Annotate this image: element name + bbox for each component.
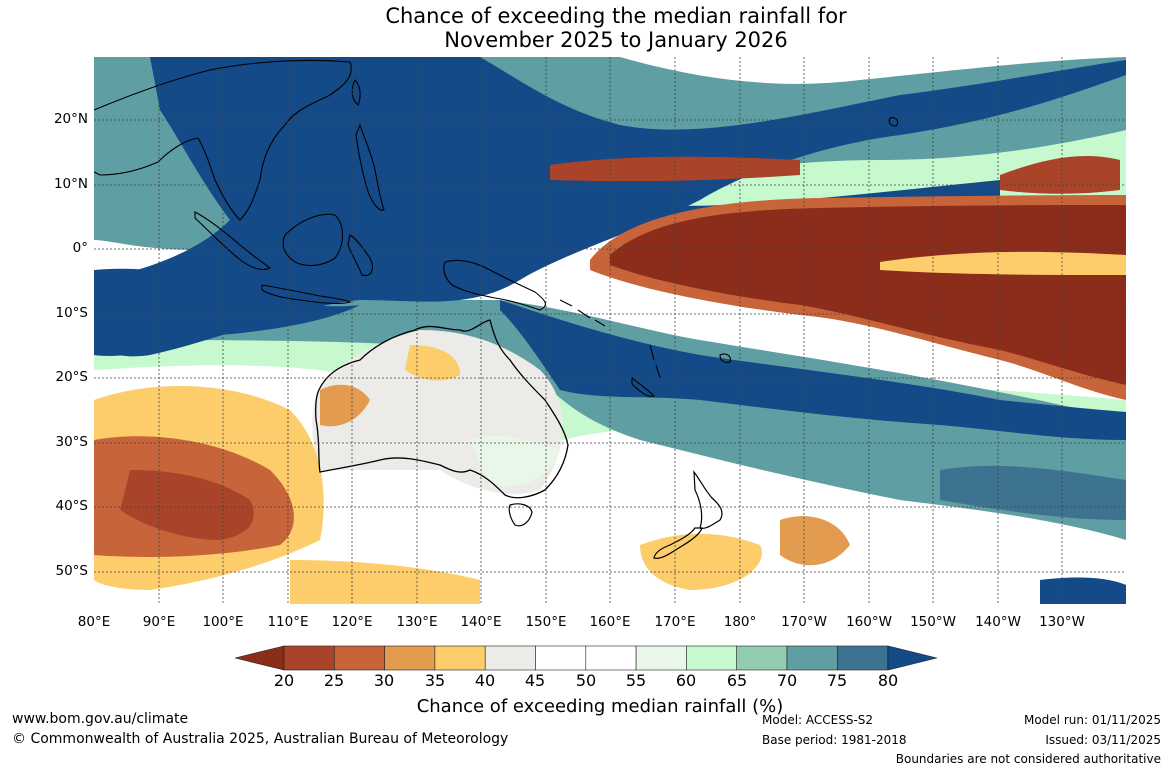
lon-label-140w: 140°W (975, 614, 1021, 630)
colorbar-segment-25-30 (333, 645, 385, 671)
lon-label-130e: 130°E (396, 614, 438, 630)
colorbar-segment-45-50 (535, 645, 587, 671)
title-line-2: November 2025 to January 2026 (444, 28, 788, 52)
colorbar-segment-65-70 (736, 645, 788, 671)
footer-website: www.bom.gov.au/climate (12, 711, 189, 727)
colorbar-title: Chance of exceeding median rainfall (%) (416, 696, 784, 717)
lon-label-130w: 130°W (1039, 614, 1085, 630)
lon-label-110e: 110°E (267, 614, 309, 630)
new-caledonia (631, 376, 656, 397)
lon-label-120e: 120°E (331, 614, 373, 630)
lon-label-180: 180° (723, 614, 757, 630)
footer-model: Model: ACCESS-S2 (762, 713, 874, 727)
colorbar-tick-65: 65 (726, 671, 748, 690)
less-dry-strip-equator (880, 251, 1126, 275)
colorbar-tick-30: 30 (373, 671, 395, 690)
new-zealand-south-island (653, 527, 703, 559)
dry-area-northeast-pacific (1000, 155, 1120, 194)
lat-label-40s: 40°S (55, 498, 89, 514)
philippines-coastline (355, 123, 385, 211)
lat-label-10n: 10°N (53, 176, 88, 192)
dry-area-north-pacific (550, 156, 800, 182)
lat-label-equator: 0° (72, 240, 88, 256)
colorbar-segment-55-60 (635, 645, 687, 671)
colorbar-tick-20: 20 (273, 671, 295, 690)
sumatra-coastline (194, 211, 272, 271)
footer-issued: Issued: 03/11/2025 (1045, 733, 1161, 747)
lat-label-30s: 30°S (55, 434, 89, 450)
colorbar (234, 645, 938, 671)
australia-moist-east (470, 435, 560, 487)
dry-area-sw-indian-ocean (290, 560, 480, 604)
colorbar-arrow-low (234, 645, 285, 671)
dry-area-south-pacific (780, 516, 850, 566)
hawaii-islands (888, 117, 899, 127)
lon-label-170w: 170°W (781, 614, 827, 630)
colorbar-tick-60: 60 (675, 671, 697, 690)
lon-label-80e: 80°E (77, 614, 111, 630)
colorbar-tick-80: 80 (877, 671, 899, 690)
australia-dry-patch-west (320, 384, 370, 427)
australia-coastline (314, 319, 569, 499)
australia-dry-patch-north (405, 345, 460, 381)
wet-area-far-southeast (1040, 577, 1126, 604)
lon-label-150e: 150°E (525, 614, 567, 630)
asia-mainland-coastline (94, 59, 352, 221)
lon-label-140e: 140°E (460, 614, 502, 630)
wet-area-spcz (500, 300, 1126, 440)
lon-label-170e: 170°E (654, 614, 696, 630)
java-coastline (261, 284, 352, 305)
lat-label-20s: 20°S (55, 369, 89, 385)
wet-area-east-indian-ocean (94, 268, 360, 356)
lat-label-20n: 20°N (53, 111, 88, 127)
colorbar-segment-75-80 (836, 645, 888, 671)
new-zealand-north-island (693, 470, 723, 530)
colorbar-tick-55: 55 (625, 671, 647, 690)
lon-label-150w: 150°W (910, 614, 956, 630)
wet-area-north-pacific (480, 180, 1000, 222)
colorbar-tick-35: 35 (424, 671, 446, 690)
vanuatu-islands (649, 344, 661, 379)
colorbar-segment-70-75 (786, 645, 838, 671)
dry-area-central-pacific-core (610, 205, 1126, 385)
colorbar-tick-40: 40 (474, 671, 496, 690)
lat-label-50s: 50°S (55, 563, 89, 579)
colorbar-segment-50-55 (585, 645, 637, 671)
sulawesi-coastline (347, 234, 373, 277)
colorbar-segment-35-40 (434, 645, 486, 671)
colorbar-segment-40-45 (484, 645, 536, 671)
colorbar-segment-20-25 (283, 645, 335, 671)
colorbar-tick-25: 25 (323, 671, 345, 690)
borneo-coastline (282, 213, 344, 267)
colorbar-segment-60-65 (686, 645, 738, 671)
lon-label-160w: 160°W (846, 614, 892, 630)
lon-label-100e: 100°E (202, 614, 244, 630)
colorbar-tick-50: 50 (575, 671, 597, 690)
dry-area-new-zealand (640, 533, 762, 590)
footer-copyright: © Commonwealth of Australia 2025, Austra… (12, 731, 509, 747)
fiji-islands (719, 353, 731, 364)
taiwan-coastline (351, 79, 361, 106)
colorbar-segment-30-35 (384, 645, 436, 671)
wet-area-southeast-pacific (940, 465, 1126, 520)
title-line-1: Chance of exceeding the median rainfall … (385, 4, 847, 28)
dry-area-southern-indian-core (120, 470, 254, 540)
graticule (94, 57, 1126, 604)
footer-base-period: Base period: 1981-2018 (762, 733, 907, 747)
lon-label-160e: 160°E (589, 614, 631, 630)
colorbar-tick-70: 70 (776, 671, 798, 690)
footer-model-run: Model run: 01/11/2025 (1023, 713, 1161, 727)
lat-label-10s: 10°S (55, 305, 89, 321)
map-title: Chance of exceeding the median rainfall … (0, 4, 1173, 52)
lon-label-90e: 90°E (142, 614, 176, 630)
footer-disclaimer: Boundaries are not considered authoritat… (895, 752, 1161, 766)
colorbar-arrow-high (887, 645, 938, 671)
colorbar-tick-45: 45 (524, 671, 546, 690)
tasmania-coastline (508, 503, 533, 527)
new-guinea-coastline (443, 259, 546, 311)
colorbar-tick-75: 75 (826, 671, 848, 690)
